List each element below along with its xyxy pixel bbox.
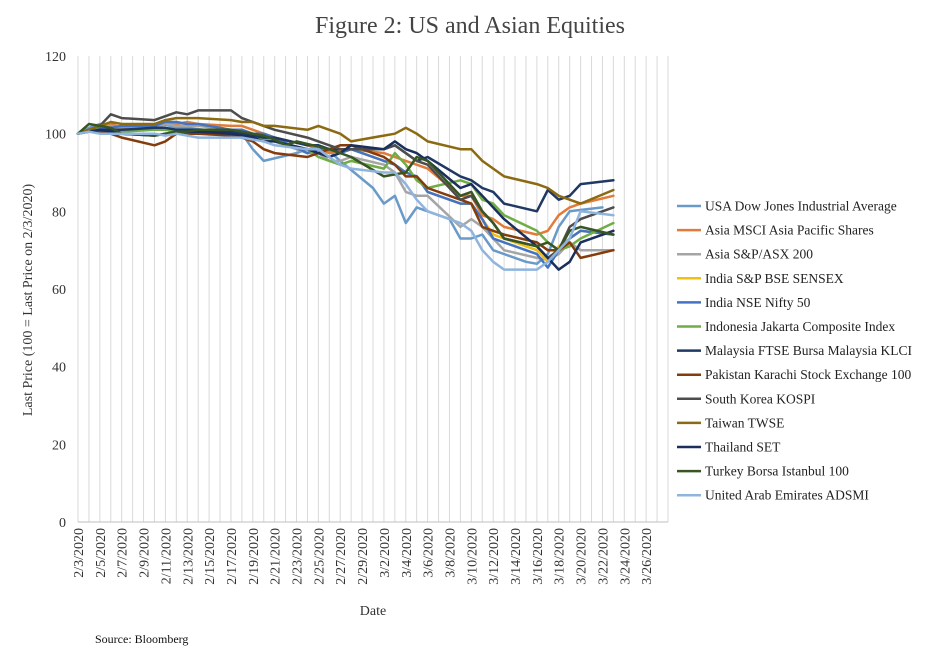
- y-axis-ticks: 0 20 40 60 80 100 120: [45, 50, 66, 531]
- legend: USA Dow Jones Industrial Average Asia MSC…: [677, 199, 912, 503]
- y-tick-label: 120: [45, 50, 66, 65]
- x-tick-label: 2/23/2020: [291, 528, 306, 585]
- x-tick-label: 2/3/2020: [72, 528, 87, 578]
- legend-label: India NSE Nifty 50: [705, 295, 811, 310]
- x-tick-label: 2/17/2020: [225, 528, 240, 585]
- legend-label: Asia MSCI Asia Pacific Shares: [705, 223, 874, 238]
- x-tick-label: 3/26/2020: [640, 528, 655, 585]
- source-note: Source: Bloomberg: [95, 632, 189, 646]
- x-tick-label: 3/10/2020: [465, 528, 480, 585]
- x-tick-label: 2/19/2020: [247, 528, 262, 585]
- x-tick-label: 3/24/2020: [618, 528, 633, 585]
- x-tick-label: 3/12/2020: [487, 528, 502, 585]
- x-tick-label: 2/21/2020: [269, 528, 284, 585]
- legend-label: USA Dow Jones Industrial Average: [705, 199, 897, 214]
- x-tick-label: 3/8/2020: [443, 528, 458, 578]
- x-tick-label: 2/29/2020: [356, 528, 371, 585]
- y-tick-label: 100: [45, 128, 66, 143]
- x-tick-label: 2/25/2020: [312, 528, 327, 585]
- legend-label: Turkey Borsa Istanbul 100: [705, 464, 849, 479]
- x-tick-label: 3/20/2020: [575, 528, 590, 585]
- chart-title: Figure 2: US and Asian Equities: [315, 13, 625, 39]
- x-tick-label: 3/14/2020: [509, 528, 524, 585]
- y-tick-label: 40: [52, 361, 66, 376]
- series-line: [76, 116, 615, 205]
- x-axis-ticks: 2/3/2020 2/5/2020 2/7/2020 2/9/2020 2/11/202…: [72, 528, 655, 585]
- line-chart: Figure 2: US and Asian Equities 0 20 40 60 8…: [21, 13, 912, 619]
- y-tick-label: 20: [52, 438, 66, 453]
- x-tick-label: 3/16/2020: [531, 528, 546, 585]
- series-line: [76, 126, 615, 213]
- x-tick-label: 2/13/2020: [181, 528, 196, 585]
- series-line: [76, 130, 615, 271]
- x-tick-label: 3/2/2020: [378, 528, 393, 578]
- x-tick-label: 2/5/2020: [94, 528, 109, 578]
- y-tick-label: 80: [52, 205, 66, 220]
- legend-label: Indonesia Jakarta Composite Index: [705, 319, 895, 334]
- legend-label: Taiwan TWSE: [705, 415, 784, 430]
- series-lines: [76, 109, 615, 271]
- legend-label: Thailand SET: [705, 440, 781, 455]
- legend-label: United Arab Emirates ADSMI: [705, 488, 869, 503]
- x-tick-label: 3/22/2020: [596, 528, 611, 585]
- x-tick-label: 2/15/2020: [203, 528, 218, 585]
- legend-label: India S&P BSE SENSEX: [705, 271, 844, 286]
- legend-label: Asia S&P/ASX 200: [705, 247, 813, 262]
- y-tick-label: 60: [52, 283, 66, 298]
- legend-label: Malaysia FTSE Bursa Malaysia KLCI: [705, 343, 912, 358]
- x-tick-label: 2/27/2020: [334, 528, 349, 585]
- legend-label: South Korea KOSPI: [705, 391, 816, 406]
- y-axis-label: Last Price (100 = Last Price on 2/3/2020…: [21, 184, 36, 417]
- x-tick-label: 3/18/2020: [553, 528, 568, 585]
- x-tick-label: 3/6/2020: [422, 528, 437, 578]
- legend-label: Pakistan Karachi Stock Exchange 100: [705, 367, 911, 382]
- series-line: [76, 128, 615, 252]
- x-axis-label: Date: [360, 604, 386, 619]
- x-tick-label: 2/11/2020: [159, 528, 174, 584]
- y-tick-label: 0: [59, 516, 66, 531]
- x-tick-label: 3/4/2020: [400, 528, 415, 578]
- x-tick-label: 2/7/2020: [116, 528, 131, 578]
- x-tick-label: 2/9/2020: [138, 528, 153, 578]
